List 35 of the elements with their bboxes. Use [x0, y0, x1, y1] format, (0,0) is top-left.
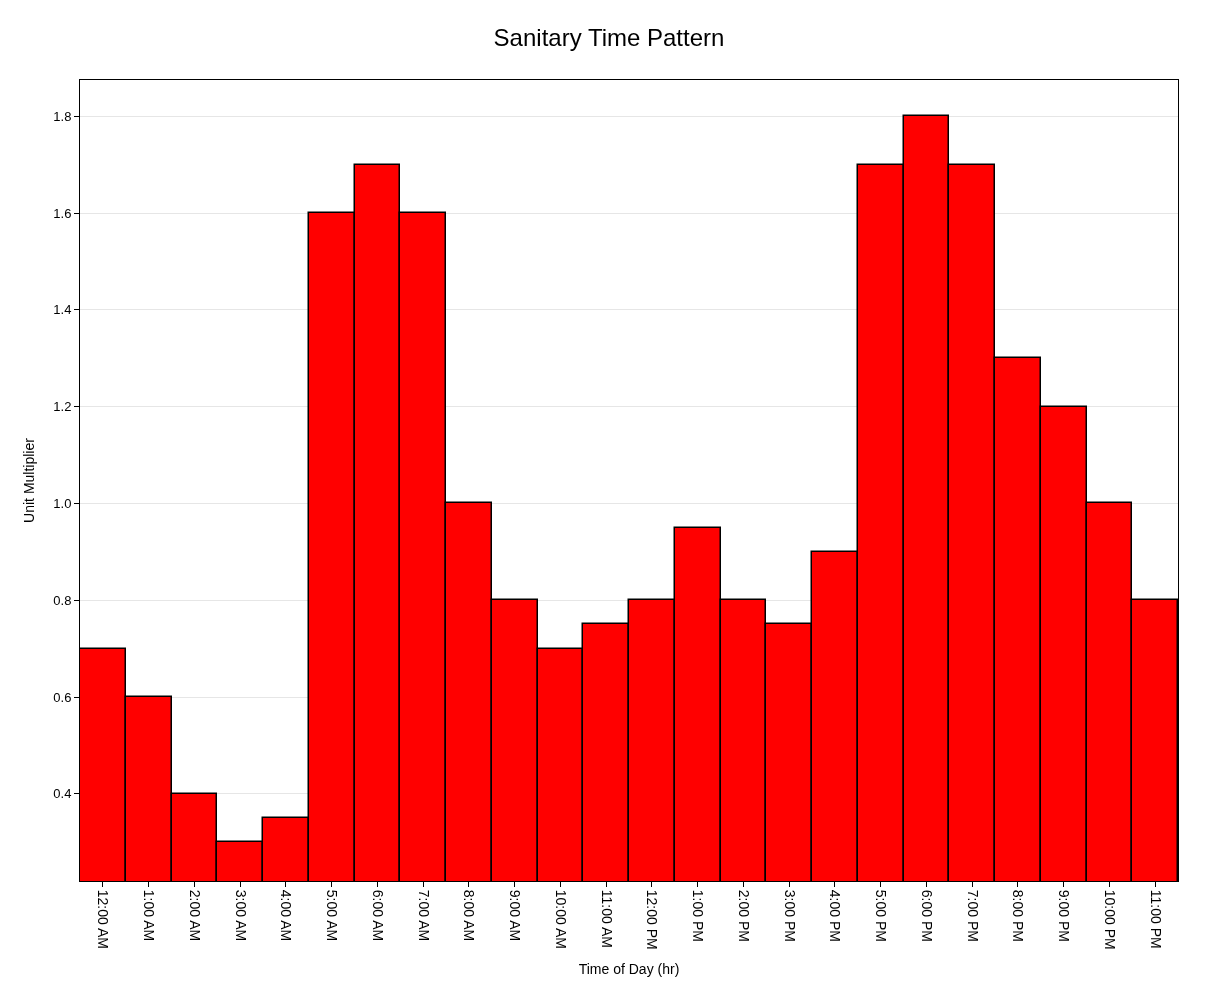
x-tick-label: 10:00 PM [1101, 889, 1118, 950]
x-axis-title: Time of Day (hr) [578, 961, 680, 978]
y-tick-label: 1.0 [53, 496, 72, 512]
x-tick-label: 7:00 AM [415, 889, 432, 942]
x-tick-label: 5:00 AM [324, 889, 341, 942]
x-tick-label: 5:00 PM [873, 889, 890, 942]
x-tick-label: 12:00 AM [95, 889, 112, 949]
x-tick-label: 3:00 AM [232, 889, 249, 942]
y-tick-label: 0.8 [53, 592, 72, 608]
x-tick-label: 8:00 PM [1010, 889, 1027, 942]
x-tick-label: 11:00 AM [598, 889, 615, 948]
x-tick-label: 10:00 AM [552, 889, 569, 949]
x-tick-label: 1:00 PM [690, 889, 707, 942]
x-tick-label: 9:00 PM [1056, 889, 1073, 942]
y-tick-label: 1.6 [53, 205, 72, 221]
x-tick-label: 11:00 PM [1147, 889, 1164, 949]
x-tick-label: 8:00 AM [461, 889, 478, 942]
x-tick-label: 2:00 PM [735, 889, 752, 942]
x-tick-label: 4:00 PM [827, 889, 844, 942]
x-tick-label: 1:00 AM [141, 889, 158, 942]
x-tick-label: 12:00 PM [644, 889, 661, 950]
x-tick-label: 6:00 AM [369, 889, 386, 942]
x-tick-label: 4:00 AM [278, 889, 295, 942]
x-tick-label: 6:00 PM [918, 889, 935, 942]
y-tick-label: 0.6 [53, 689, 72, 705]
x-tick-label: 3:00 PM [781, 889, 798, 942]
y-tick-label: 1.4 [53, 302, 72, 318]
x-tick-label: 9:00 AM [507, 889, 524, 942]
y-tick-label: 1.8 [53, 108, 72, 124]
y-tick-label: 0.4 [53, 786, 72, 802]
x-tick-label: 7:00 PM [964, 889, 981, 942]
y-axis-title: Unit Multiplier [20, 437, 37, 523]
y-tick-label: 1.2 [53, 399, 72, 415]
chart-title: Sanitary Time Pattern [493, 24, 725, 52]
x-tick-label: 2:00 AM [186, 889, 203, 942]
